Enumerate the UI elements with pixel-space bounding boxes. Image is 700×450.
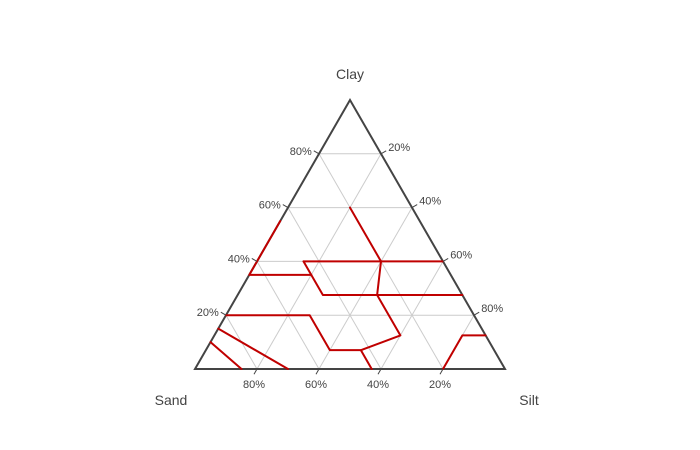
gridline-b-40 (287, 207, 382, 370)
boundary-line-7 (376, 260, 382, 297)
sand-tick-80 (253, 368, 258, 375)
silt-tick-label-20: 20% (388, 142, 410, 154)
sand-tick-40 (377, 368, 382, 375)
boundaries (209, 206, 487, 370)
ticks: 20% 40% 60% 80% 20% 40% 60% 80% 20% 40% 60% 80% (197, 142, 504, 391)
silt-tick-label-40: 40% (419, 196, 441, 208)
sand-tick-label-60: 60% (305, 379, 327, 391)
boundary-line-10 (217, 327, 289, 370)
sand-tick-60 (315, 368, 320, 375)
silt-tick-60 (442, 257, 449, 262)
triangle-frame (193, 97, 507, 370)
boundary-line-11 (209, 341, 243, 370)
clay-tick-80 (313, 150, 320, 155)
clay-tick-label-60: 60% (259, 200, 281, 212)
ternary-frame (193, 97, 507, 370)
clay-tick-label-80: 80% (290, 146, 312, 158)
boundary-line-6 (310, 273, 464, 297)
clay-tick-label-40: 40% (228, 253, 250, 265)
sand-tick-label-40: 40% (367, 379, 389, 391)
clay-tick-60 (282, 204, 289, 209)
silt-tick-label-80: 80% (481, 303, 503, 315)
gridline-c-60 (380, 261, 444, 370)
silt-tick-20 (380, 150, 387, 155)
silt-tick-40 (411, 204, 418, 209)
clay-axis-title: Clay (336, 66, 364, 82)
boundary-line-4 (248, 220, 313, 276)
silt-axis-title: Silt (519, 392, 539, 408)
clay-tick-label-20: 20% (197, 307, 219, 319)
clay-tick-20 (220, 311, 227, 316)
boundary-line-12 (442, 334, 487, 370)
boundary-line-9 (359, 294, 402, 352)
boundary-line-5 (302, 260, 313, 276)
boundary-line-2 (349, 206, 382, 263)
silt-tick-80 (473, 311, 480, 316)
boundary-line-8 (225, 314, 373, 370)
sand-tick-20 (439, 368, 444, 375)
sand-tick-label-20: 20% (429, 379, 451, 391)
sand-tick-label-80: 80% (243, 379, 265, 391)
silt-tick-label-60: 60% (450, 249, 472, 261)
gridline-c-40 (318, 207, 413, 370)
sand-axis-title: Sand (155, 392, 188, 408)
clay-tick-40 (251, 257, 258, 262)
